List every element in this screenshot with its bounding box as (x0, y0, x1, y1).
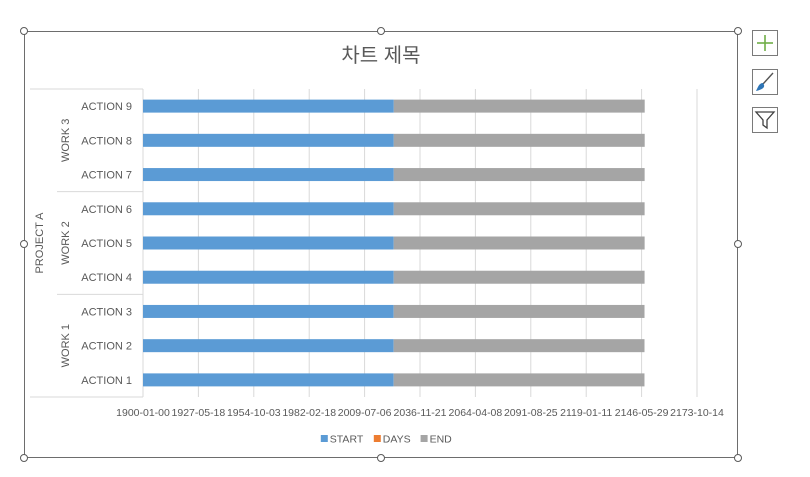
resize-handle-top-right[interactable] (734, 27, 742, 35)
chart-elements-plus-icon (757, 35, 773, 51)
resize-handle-bottom-center[interactable] (377, 454, 385, 462)
resize-handle-middle-right[interactable] (734, 240, 742, 248)
chart-elements-button[interactable] (752, 30, 778, 56)
resize-handle-bottom-right[interactable] (734, 454, 742, 462)
chart-styles-button[interactable] (752, 69, 778, 95)
resize-handle-top-center[interactable] (377, 27, 385, 35)
chart-area[interactable] (24, 31, 738, 458)
chart-filter-funnel-icon (754, 111, 776, 130)
resize-handle-bottom-left[interactable] (20, 454, 28, 462)
resize-handle-middle-left[interactable] (20, 240, 28, 248)
resize-handle-top-left[interactable] (20, 27, 28, 35)
chart-filter-button[interactable] (752, 107, 778, 133)
chart-styles-brush-icon (756, 72, 774, 91)
